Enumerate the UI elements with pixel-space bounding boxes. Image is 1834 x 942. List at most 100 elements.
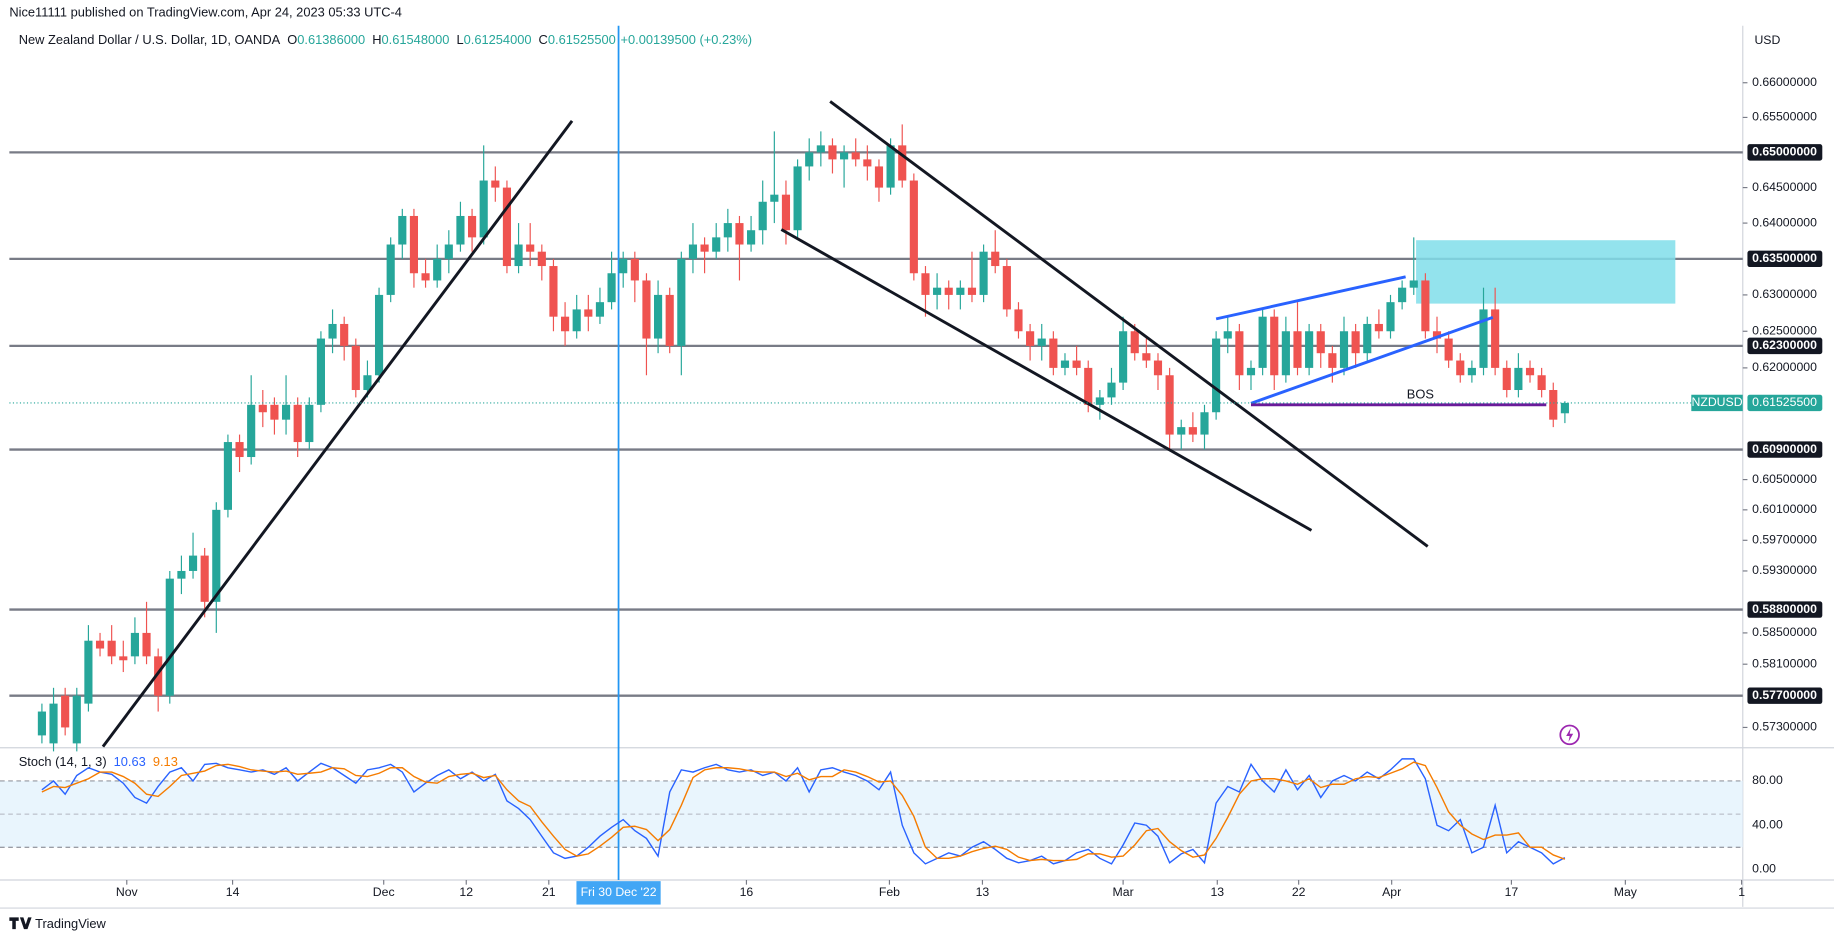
- candle-body: [154, 656, 163, 696]
- candle-body: [1049, 338, 1058, 368]
- y-tick-label: 0.60100000: [1752, 502, 1817, 516]
- trend-line: [1215, 275, 1406, 321]
- candle-body: [595, 302, 605, 317]
- zone: [1416, 240, 1676, 304]
- stoch-tick-label: 0.00: [1752, 862, 1776, 876]
- candle-body: [874, 166, 884, 188]
- last-price-tag: [1747, 394, 1823, 412]
- candle-body: [654, 294, 663, 339]
- stoch-line: [41, 758, 1566, 865]
- candle-body: [1560, 402, 1569, 414]
- candle-body: [828, 145, 837, 160]
- trend-line: [1250, 316, 1494, 405]
- candle-body: [398, 215, 407, 245]
- y-tick-label: 0.59700000: [1752, 533, 1817, 547]
- candle-body: [944, 287, 953, 295]
- candle-body: [1525, 367, 1535, 376]
- candle-body: [1142, 353, 1151, 361]
- last-price-label: 0.61525500: [1752, 395, 1817, 409]
- candle-body: [1432, 331, 1442, 339]
- stoch-tick-label: 80.00: [1752, 773, 1783, 787]
- candle-body: [607, 273, 616, 303]
- candle-body: [281, 404, 291, 420]
- candle-body: [1165, 375, 1174, 435]
- candle-body: [851, 152, 860, 160]
- level-tag: [1747, 601, 1823, 618]
- candle-body: [502, 187, 512, 267]
- candle-body: [433, 258, 442, 281]
- candle-body: [37, 711, 46, 736]
- y-tick-label: 0.57300000: [1752, 720, 1817, 734]
- candle-body: [142, 632, 151, 657]
- candle-body: [735, 223, 744, 245]
- y-tick-label: 0.63000000: [1752, 287, 1817, 301]
- candle-body: [781, 194, 791, 231]
- footer-logo: [9, 917, 32, 930]
- candle-body: [223, 442, 232, 510]
- y-tick-label: 0.58100000: [1752, 656, 1817, 670]
- candle-body: [1258, 316, 1267, 368]
- x-tick-label: 12: [459, 885, 473, 899]
- candle-body: [107, 640, 116, 657]
- ohlc-value: 0.61525500: [548, 32, 616, 47]
- candle-body: [723, 223, 732, 238]
- candle-body: [456, 215, 465, 245]
- candle-body: [1060, 360, 1070, 368]
- crosshair-tag: [576, 881, 661, 905]
- candle-body: [863, 159, 872, 167]
- x-tick-label: Feb: [879, 885, 900, 899]
- candle-body: [165, 578, 174, 696]
- y-tick-label: 0.62500000: [1752, 324, 1817, 338]
- level-tag: [1747, 250, 1823, 268]
- candle-body: [444, 244, 453, 259]
- candle-body: [72, 695, 81, 744]
- candle-body: [770, 194, 779, 202]
- trend-line: [829, 100, 1429, 548]
- level-label: 0.57700000: [1752, 688, 1817, 702]
- trend-line: [780, 228, 1313, 532]
- candle-body: [1537, 375, 1546, 391]
- candle-body: [1374, 323, 1383, 332]
- x-tick-label: 14: [226, 885, 240, 899]
- candle-body: [235, 442, 244, 458]
- x-tick-label: 13: [1210, 885, 1224, 899]
- candle-body: [561, 316, 570, 332]
- x-tick-label: Mar: [1113, 885, 1134, 899]
- candle-body: [712, 237, 721, 252]
- candle-body: [1386, 302, 1395, 332]
- candle-body: [467, 215, 477, 238]
- candle-body: [258, 404, 267, 413]
- candle-body: [1467, 367, 1476, 376]
- candle-body: [1014, 309, 1023, 332]
- candle-body: [1212, 338, 1221, 413]
- candle-body: [212, 509, 221, 602]
- candle-body: [1421, 280, 1430, 332]
- candle-body: [1072, 360, 1081, 368]
- ohlc-prefix: C: [539, 32, 548, 47]
- candle-body: [1153, 360, 1163, 376]
- candle-body: [1270, 316, 1279, 376]
- candle-body: [956, 287, 965, 295]
- candle-body: [95, 640, 105, 649]
- level-label: 0.62300000: [1752, 338, 1817, 352]
- candle-body: [921, 273, 930, 295]
- crosshair-label: Fri 30 Dec '22: [581, 885, 657, 899]
- candle-body: [933, 287, 942, 295]
- stoch-tick-label: 40.00: [1752, 817, 1783, 831]
- candle-body: [991, 251, 1000, 267]
- candle-body: [1491, 309, 1500, 368]
- symbol-tag: [1691, 394, 1743, 412]
- candle-body: [328, 323, 337, 339]
- candle-body: [1002, 266, 1011, 310]
- candle-body: [619, 258, 628, 274]
- x-tick-label: 17: [1505, 885, 1519, 899]
- candle-body: [1409, 280, 1418, 288]
- candle-body: [909, 180, 918, 274]
- candle-body: [1293, 331, 1302, 368]
- candle-body: [967, 287, 977, 295]
- y-tick-label: 0.66000000: [1752, 75, 1817, 89]
- candle-body: [305, 404, 314, 443]
- stoch-label: Stoch (14, 1, 3): [19, 754, 107, 769]
- candle-body: [677, 258, 686, 346]
